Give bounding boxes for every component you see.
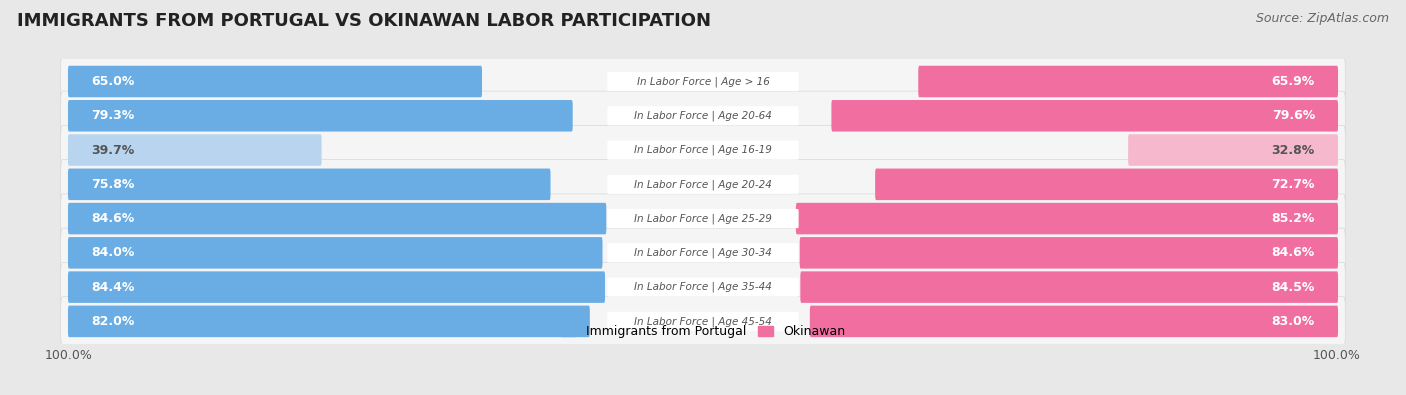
Text: 82.0%: 82.0%: [91, 315, 135, 328]
FancyBboxPatch shape: [60, 297, 1346, 346]
Text: 65.9%: 65.9%: [1271, 75, 1315, 88]
Text: In Labor Force | Age 30-34: In Labor Force | Age 30-34: [634, 248, 772, 258]
FancyBboxPatch shape: [67, 271, 605, 303]
FancyBboxPatch shape: [607, 209, 799, 228]
FancyBboxPatch shape: [831, 100, 1339, 132]
Text: 84.6%: 84.6%: [1271, 246, 1315, 260]
Text: 85.2%: 85.2%: [1271, 212, 1315, 225]
FancyBboxPatch shape: [607, 175, 799, 194]
FancyBboxPatch shape: [67, 100, 572, 132]
FancyBboxPatch shape: [607, 278, 799, 297]
Text: 84.5%: 84.5%: [1271, 280, 1315, 293]
Text: 72.7%: 72.7%: [1271, 178, 1315, 191]
Text: 84.4%: 84.4%: [91, 280, 135, 293]
FancyBboxPatch shape: [607, 312, 799, 331]
FancyBboxPatch shape: [60, 57, 1346, 106]
Text: In Labor Force | Age 20-64: In Labor Force | Age 20-64: [634, 111, 772, 121]
FancyBboxPatch shape: [800, 237, 1339, 269]
FancyBboxPatch shape: [796, 203, 1339, 234]
FancyBboxPatch shape: [67, 169, 551, 200]
Text: Source: ZipAtlas.com: Source: ZipAtlas.com: [1256, 12, 1389, 25]
Text: 39.7%: 39.7%: [91, 143, 135, 156]
Text: 79.3%: 79.3%: [91, 109, 135, 122]
FancyBboxPatch shape: [67, 134, 322, 166]
FancyBboxPatch shape: [918, 66, 1339, 97]
Text: 84.0%: 84.0%: [91, 246, 135, 260]
Text: 83.0%: 83.0%: [1271, 315, 1315, 328]
Text: 32.8%: 32.8%: [1271, 143, 1315, 156]
FancyBboxPatch shape: [60, 160, 1346, 209]
FancyBboxPatch shape: [810, 306, 1339, 337]
FancyBboxPatch shape: [60, 228, 1346, 278]
Text: In Labor Force | Age 20-24: In Labor Force | Age 20-24: [634, 179, 772, 190]
FancyBboxPatch shape: [607, 141, 799, 160]
Text: 79.6%: 79.6%: [1271, 109, 1315, 122]
FancyBboxPatch shape: [607, 72, 799, 91]
Text: In Labor Force | Age 35-44: In Labor Force | Age 35-44: [634, 282, 772, 292]
FancyBboxPatch shape: [875, 169, 1339, 200]
FancyBboxPatch shape: [60, 91, 1346, 141]
Text: In Labor Force | Age 45-54: In Labor Force | Age 45-54: [634, 316, 772, 327]
FancyBboxPatch shape: [1128, 134, 1339, 166]
FancyBboxPatch shape: [60, 125, 1346, 175]
Text: 84.6%: 84.6%: [91, 212, 135, 225]
Text: In Labor Force | Age 16-19: In Labor Force | Age 16-19: [634, 145, 772, 155]
FancyBboxPatch shape: [67, 203, 606, 234]
FancyBboxPatch shape: [67, 306, 591, 337]
Text: In Labor Force | Age 25-29: In Labor Force | Age 25-29: [634, 213, 772, 224]
FancyBboxPatch shape: [60, 262, 1346, 312]
Text: In Labor Force | Age > 16: In Labor Force | Age > 16: [637, 76, 769, 87]
Text: 65.0%: 65.0%: [91, 75, 135, 88]
Text: IMMIGRANTS FROM PORTUGAL VS OKINAWAN LABOR PARTICIPATION: IMMIGRANTS FROM PORTUGAL VS OKINAWAN LAB…: [17, 12, 711, 30]
FancyBboxPatch shape: [607, 106, 799, 125]
FancyBboxPatch shape: [800, 271, 1339, 303]
FancyBboxPatch shape: [60, 194, 1346, 243]
Text: 75.8%: 75.8%: [91, 178, 135, 191]
FancyBboxPatch shape: [67, 237, 603, 269]
FancyBboxPatch shape: [607, 243, 799, 262]
FancyBboxPatch shape: [67, 66, 482, 97]
Legend: Immigrants from Portugal, Okinawan: Immigrants from Portugal, Okinawan: [555, 320, 851, 343]
